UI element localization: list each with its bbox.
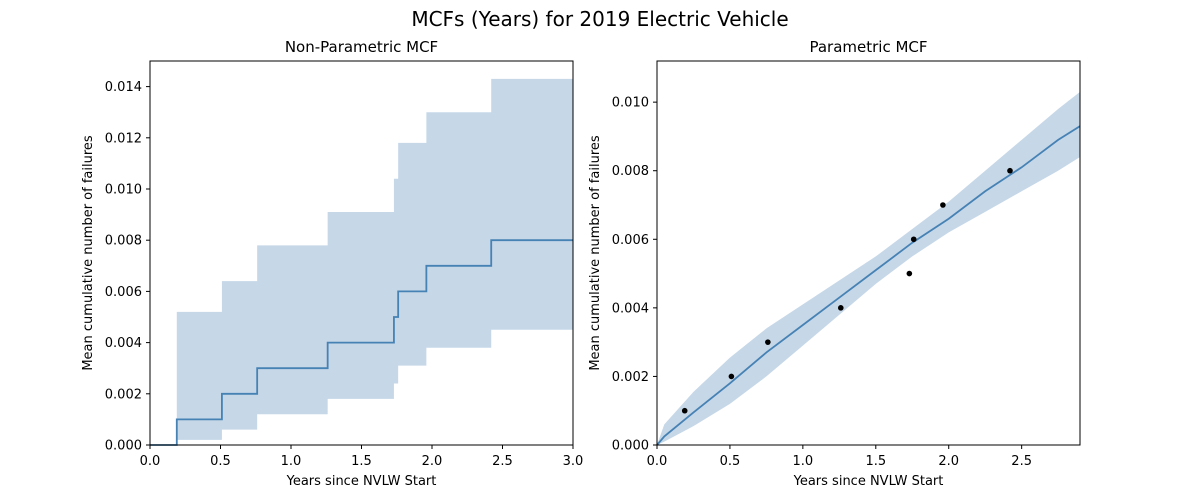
y-tick-label: 0.000 (105, 439, 142, 454)
x-tick-label: 2.5 (1011, 454, 1032, 469)
mcf-line-layer (150, 239, 573, 446)
y-tick-label: 0.006 (105, 285, 142, 300)
confidence-band (657, 91, 1080, 445)
data-point (906, 270, 913, 277)
x-tick-label: 2.0 (422, 454, 443, 469)
x-tick-label: 1.5 (351, 454, 372, 469)
data-points-layer (681, 167, 1013, 414)
data-point (837, 305, 844, 311)
x-axis-label: Years since NVLW Start (286, 474, 437, 489)
axes-frame (656, 60, 1081, 446)
non-parametric-mcf-panel: 0.0 0.5 1.0 1.5 2.0 2.5 3.0 0.000 0.002 0.004 0.00… (81, 38, 583, 489)
y-axis-label: Mean cumulative number of failures (81, 135, 96, 371)
x-tick-label: 2.0 (938, 454, 959, 469)
data-point (910, 236, 917, 243)
data-point (728, 373, 735, 380)
axes-layer: 0.0 0.5 1.0 1.5 2.0 2.5 3.0 0.000 0.002 0.004 0.00… (105, 60, 584, 469)
y-tick-label: 0.008 (105, 234, 142, 249)
y-tick-label: 0.002 (105, 387, 142, 402)
x-axis-label: Years since NVLW Start (793, 474, 944, 489)
x-tick-label: 2.5 (492, 454, 513, 469)
figure-title: MCFs (Years) for 2019 Electric Vehicle (411, 7, 788, 31)
fitted-mcf-line (656, 125, 1081, 446)
confidence-band-layer (657, 91, 1080, 445)
y-tick-label: 0.010 (612, 96, 649, 111)
x-tick-label: 0.5 (210, 454, 231, 469)
x-tick-label: 3.0 (563, 454, 584, 469)
y-tick-label: 0.014 (105, 80, 142, 95)
y-tick-label: 0.004 (105, 336, 142, 351)
axes-layer: 0.0 0.5 1.0 1.5 2.0 2.5 0.000 0.002 0.004 0.006 0.… (612, 60, 1081, 469)
data-point (765, 339, 771, 345)
x-tick-label: 0.0 (647, 454, 668, 469)
mcf-step-line (150, 239, 573, 446)
x-tick-label: 1.0 (793, 454, 814, 469)
panel-title-non-parametric: Non-Parametric MCF (285, 38, 438, 56)
x-tick-label: 0.0 (140, 454, 161, 469)
y-tick-label: 0.010 (105, 183, 142, 198)
y-tick-label: 0.006 (612, 233, 649, 248)
x-tick-label: 1.0 (281, 454, 302, 469)
y-tick-label: 0.008 (612, 164, 649, 179)
data-point (1007, 167, 1013, 174)
parametric-mcf-panel: 0.0 0.5 1.0 1.5 2.0 2.5 0.000 0.002 0.004 0.006 0.… (588, 38, 1081, 489)
y-axis-label: Mean cumulative number of failures (588, 135, 603, 371)
y-tick-label: 0.000 (612, 439, 649, 454)
panel-title-parametric: Parametric MCF (809, 38, 927, 56)
mcf-line-layer (656, 125, 1081, 446)
y-tick-label: 0.002 (612, 370, 649, 385)
data-point (681, 407, 688, 414)
y-tick-label: 0.004 (612, 301, 649, 316)
x-tick-label: 0.5 (720, 454, 741, 469)
data-point (940, 202, 946, 208)
x-tick-label: 1.5 (865, 454, 886, 469)
y-tick-label: 0.012 (105, 131, 142, 146)
confidence-band (150, 78, 573, 446)
confidence-band-layer (150, 78, 573, 446)
